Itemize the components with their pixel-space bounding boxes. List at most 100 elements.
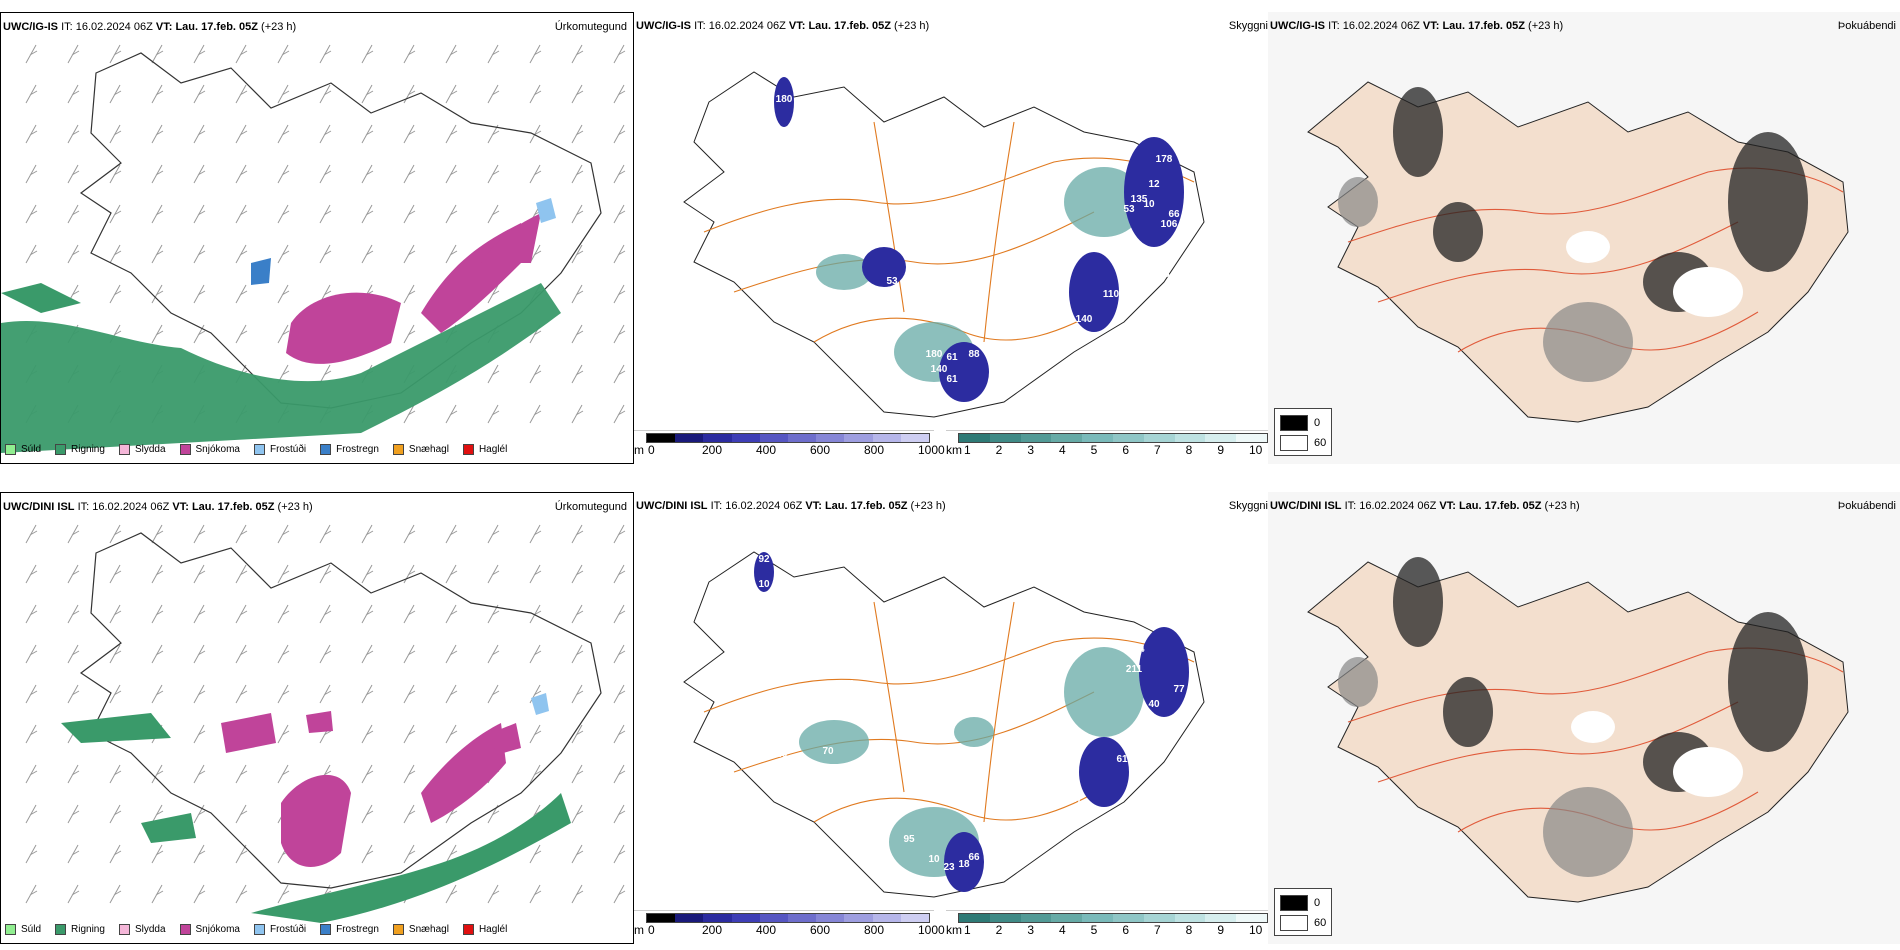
wind-barb [67, 44, 80, 64]
wind-barb [235, 764, 248, 784]
legend-label: Frostúði [269, 444, 307, 455]
wind-barb [277, 324, 290, 344]
fog-legend-swatch [1280, 415, 1308, 431]
wind-barb [361, 644, 374, 664]
wind-barb [487, 404, 500, 424]
wind-barb [445, 684, 458, 704]
wind-barb [277, 244, 290, 264]
wind-barb [445, 884, 458, 904]
wind-barb [613, 244, 626, 264]
scale-tick: 1000 [918, 923, 945, 937]
legend-item: Súld [5, 924, 41, 935]
wind-barb [235, 244, 248, 264]
precip-legend: Súld Rigning Slydda Snjókoma Frostúði Frostre… [5, 444, 521, 455]
wind-barb [277, 884, 290, 904]
scale-tick: 2 [995, 923, 1003, 937]
wind-barb [361, 524, 374, 544]
map-header: UWC/DINI ISL IT: 16.02.2024 06Z VT: Lau.… [3, 501, 313, 513]
legend-item: Frostregn [320, 444, 379, 455]
wind-barb [151, 844, 164, 864]
wind-barb [403, 684, 416, 704]
wind-barb [25, 84, 38, 104]
wind-barb [67, 644, 80, 664]
wind-barb [109, 764, 122, 784]
legend-label: Súld [21, 924, 42, 935]
wind-barb [235, 804, 248, 824]
wind-barb [571, 844, 584, 864]
ceiling-value-label: 53 [1123, 204, 1135, 215]
wind-barb [403, 124, 416, 144]
legend-item: Snjókoma [179, 924, 240, 935]
wind-barb [67, 804, 80, 824]
wind-barb [403, 84, 416, 104]
wind-barb [403, 324, 416, 344]
scale-tick: 200 [702, 923, 723, 937]
fog-map-canvas [1307, 81, 1849, 423]
fog-legend-label: 0 [1314, 417, 1321, 429]
wind-barb [151, 124, 164, 144]
wind-barb [235, 164, 248, 184]
wind-barb [67, 844, 80, 864]
ceiling-value-label: 274 [1063, 809, 1080, 820]
wind-barb [25, 564, 38, 584]
ceiling-value-label: 40 [1148, 699, 1160, 710]
ceiling-value-label: 44 [1133, 644, 1145, 655]
fog-index-map-bottom: UWC/DINI ISL IT: 16.02.2024 06Z VT: Lau.… [1268, 492, 1900, 944]
fog-index-map-top: UWC/IG-IS IT: 16.02.2024 06Z VT: Lau. 17… [1268, 12, 1900, 464]
panel-title: Skyggni [1228, 20, 1268, 32]
scale-tick: 200 [702, 443, 723, 457]
legend-swatch [462, 924, 474, 935]
wind-barb [25, 884, 38, 904]
wind-barb [445, 404, 458, 424]
scale-tick: 6 [1122, 443, 1130, 457]
wind-barb [67, 124, 80, 144]
wind-barb [67, 244, 80, 264]
wind-barb [109, 884, 122, 904]
panel-title: Úrkomutegund [554, 501, 627, 513]
ceiling-value-label: 27 [1028, 784, 1040, 795]
wind-barb [235, 324, 248, 344]
wind-barb [319, 644, 332, 664]
wind-barb [403, 844, 416, 864]
wind-barb [193, 244, 206, 264]
scale-tick: 800 [864, 443, 885, 457]
scale-unit: m [634, 923, 644, 937]
wind-barb [109, 804, 122, 824]
wind-barb [487, 884, 500, 904]
scale-tick: 800 [864, 923, 885, 937]
scale-tick: 600 [810, 923, 831, 937]
legend-label: Súld [21, 444, 42, 455]
wind-barb [151, 244, 164, 264]
wind-barb [403, 644, 416, 664]
legend-label: Snjókoma [195, 924, 240, 935]
wind-barb [361, 564, 374, 584]
wind-barb [613, 844, 626, 864]
legend-item: Frostúði [253, 924, 306, 935]
wind-barb [445, 124, 458, 144]
wind-barb [361, 604, 374, 624]
wind-barb [613, 324, 626, 344]
ceiling-value-label: 76 [1148, 739, 1160, 750]
wind-barb [361, 244, 374, 264]
wind-barb [613, 84, 626, 104]
legend-swatch [179, 444, 191, 455]
scale-tick: 1000 [918, 443, 945, 457]
wind-barb [529, 764, 542, 784]
wind-barb [277, 84, 290, 104]
wind-barb [361, 764, 374, 784]
legend-swatch [462, 444, 474, 455]
wind-barb [571, 84, 584, 104]
wind-barb [109, 844, 122, 864]
wind-barb [403, 724, 416, 744]
wind-barb [25, 524, 38, 544]
wind-barb [445, 204, 458, 224]
ceiling-value-label: 147 [1123, 274, 1140, 285]
wind-barb [319, 364, 332, 384]
wind-barb [193, 684, 206, 704]
ceiling-value-label: 51 [1186, 194, 1198, 205]
ceiling-map-bottom: UWC/DINI ISL IT: 16.02.2024 06Z VT: Lau.… [634, 492, 1268, 944]
wind-barb [25, 44, 38, 64]
wind-barb [151, 684, 164, 704]
wind-barb [613, 804, 626, 824]
wind-barb [403, 244, 416, 264]
